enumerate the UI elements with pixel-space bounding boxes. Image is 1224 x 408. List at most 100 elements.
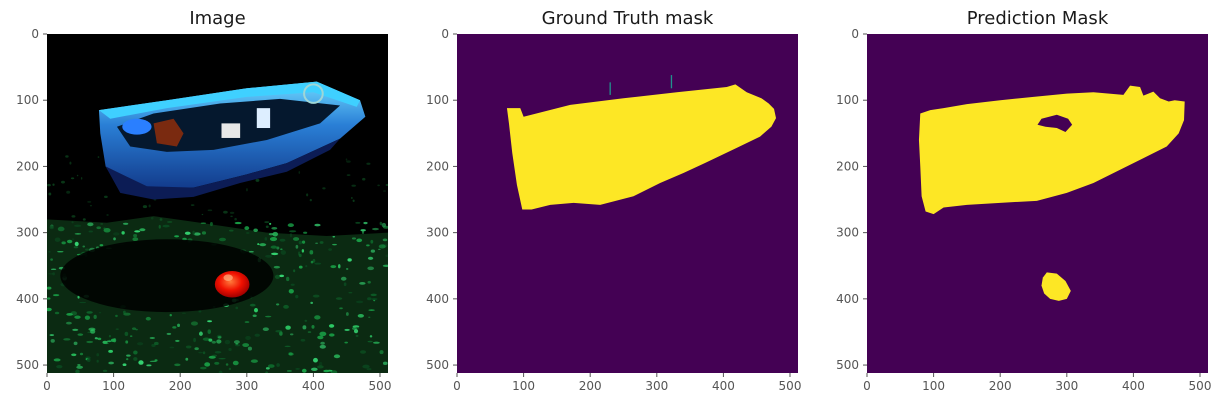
grass-speck — [100, 222, 104, 225]
grass-speck — [153, 199, 157, 201]
grass-speck — [332, 236, 336, 238]
grass-speck — [257, 243, 260, 246]
boat-white-item — [221, 123, 241, 138]
x-tick-label: 200 — [169, 379, 192, 393]
grass-speck — [97, 156, 100, 158]
grass-speck — [385, 183, 388, 187]
y-tick-label: 200 — [16, 159, 39, 173]
mask-hole — [1037, 114, 1073, 132]
grass-speck — [86, 311, 93, 314]
grass-speck — [66, 190, 71, 194]
grass-speck — [79, 301, 87, 304]
grass-speck — [269, 222, 272, 225]
grass-speck — [289, 230, 297, 233]
grass-speck — [154, 341, 159, 346]
grass-speck — [115, 314, 118, 318]
x-axis: 0 100 200 300 400 500 — [453, 373, 801, 393]
grass-speck — [301, 240, 306, 244]
grass-speck — [224, 339, 231, 345]
mask-background — [457, 34, 798, 373]
grass-speck — [162, 224, 170, 228]
x-tick-label: 200 — [989, 379, 1012, 393]
panel-title-ground-truth: Ground Truth mask — [542, 8, 714, 29]
grass-speck — [312, 258, 316, 263]
grass-speck — [306, 193, 309, 197]
grass-speck — [383, 190, 387, 192]
grass-speck — [298, 251, 301, 256]
y-tick-label: 400 — [426, 292, 449, 306]
grass-speck — [66, 312, 73, 316]
grass-speck — [190, 204, 195, 206]
grass-speck — [244, 321, 250, 323]
grass-speck — [122, 310, 126, 314]
grass-speck — [344, 341, 348, 344]
grass-speck — [65, 155, 69, 158]
mask-region-boat — [506, 84, 777, 210]
grass-speck — [75, 369, 80, 373]
grass-speck — [87, 222, 94, 227]
mask-region-boat — [918, 85, 1185, 215]
grass-speck — [133, 234, 138, 238]
boat — [98, 81, 366, 200]
grass-speck — [184, 231, 191, 235]
grass-speck — [311, 367, 318, 372]
grass-speck — [367, 340, 373, 343]
grass-speck — [214, 351, 222, 354]
grass-speck — [253, 228, 258, 233]
grass-speck — [247, 346, 252, 351]
grass-speck — [174, 235, 180, 238]
grass-speck — [233, 340, 240, 344]
grass-speck — [154, 359, 158, 362]
grass-speck — [216, 334, 222, 339]
grass-speck — [72, 328, 79, 331]
grass-speck — [229, 211, 235, 214]
grass-speck — [363, 221, 368, 225]
buoy-highlight — [223, 274, 233, 281]
y-tick-label: 0 — [851, 27, 859, 41]
grass-speck — [96, 226, 101, 230]
grass-speck — [335, 297, 343, 300]
y-tick-label: 0 — [441, 27, 449, 41]
grass-speck — [279, 238, 286, 242]
grass-speck — [298, 240, 303, 245]
grass-speck — [288, 288, 294, 294]
grass-speck — [122, 363, 127, 367]
ground-truth-plot — [457, 34, 798, 373]
grass-speck — [148, 204, 151, 208]
grass-speck — [76, 365, 83, 369]
grass-speck — [344, 328, 350, 331]
grass-speck — [293, 237, 300, 241]
x-axis: 0 100 200 300 400 500 — [863, 373, 1211, 393]
y-tick-label: 300 — [426, 226, 449, 240]
grass-speck — [133, 357, 138, 361]
grass-speck — [351, 326, 357, 331]
grass-speck — [167, 221, 173, 223]
grass-speck — [103, 342, 109, 345]
grass-speck — [73, 341, 78, 346]
x-tick-label: 100 — [922, 379, 945, 393]
grass-speck — [377, 184, 380, 187]
grass-speck — [368, 309, 375, 311]
grass-speck — [217, 336, 222, 339]
y-axis: 0 100 200 300 400 500 — [16, 27, 47, 372]
grass-speck — [250, 359, 258, 363]
grass-speck — [208, 338, 213, 342]
grass-speck — [54, 311, 60, 315]
grass-speck — [305, 264, 308, 268]
grass-speck — [87, 200, 92, 203]
x-tick-label: 200 — [579, 379, 602, 393]
grass-speck — [287, 223, 294, 228]
grass-speck — [368, 316, 371, 318]
grass-speck — [71, 221, 74, 224]
grass-speck — [340, 276, 347, 281]
prediction-plot — [867, 34, 1208, 373]
image-panel: Image 0 100 200 300 400 500 0 100 — [16, 8, 391, 393]
y-tick-label: 300 — [16, 226, 39, 240]
grass-speck — [272, 231, 279, 237]
grass-speck — [93, 314, 97, 320]
grass-speck — [351, 237, 357, 240]
grass-speck — [71, 238, 75, 240]
grass-speck — [174, 363, 181, 367]
grass-speck — [82, 245, 86, 248]
grass-speck — [125, 358, 129, 361]
